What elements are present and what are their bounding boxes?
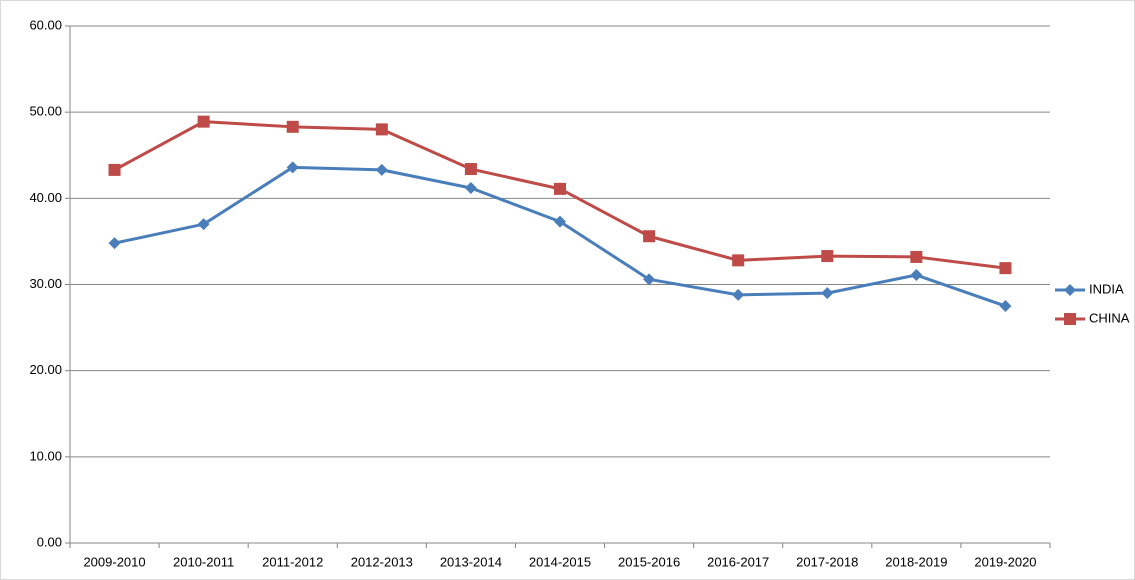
marker <box>732 288 745 301</box>
x-tick-label: 2018-2019 <box>885 554 947 569</box>
marker <box>108 163 121 176</box>
x-tick-label: 2014-2015 <box>529 554 591 569</box>
legend-label: CHINA <box>1089 310 1130 325</box>
x-tick-label: 2009-2010 <box>83 554 145 569</box>
x-tick-label: 2016-2017 <box>707 554 769 569</box>
marker <box>999 262 1012 275</box>
y-tick-label: 60.00 <box>29 17 62 32</box>
marker <box>197 218 210 231</box>
y-tick-label: 40.00 <box>29 190 62 205</box>
marker <box>821 287 834 300</box>
y-tick-label: 10.00 <box>29 448 62 463</box>
marker <box>375 163 388 176</box>
marker <box>554 182 566 195</box>
marker <box>910 269 923 282</box>
y-tick-label: 0.00 <box>37 534 62 549</box>
marker <box>999 300 1012 313</box>
legend-marker <box>1064 284 1076 296</box>
x-tick-label: 2013-2014 <box>440 554 502 569</box>
marker <box>910 250 923 263</box>
marker <box>197 115 210 128</box>
legend-marker <box>1064 313 1076 325</box>
x-tick-label: 2015-2016 <box>618 554 680 569</box>
x-tick-label: 2012-2013 <box>351 554 413 569</box>
x-tick-label: 2017-2018 <box>796 554 858 569</box>
marker <box>643 273 656 286</box>
marker <box>643 230 656 243</box>
marker <box>464 163 477 176</box>
legend-label: INDIA <box>1089 281 1124 296</box>
marker <box>464 181 477 194</box>
x-tick-label: 2011-2012 <box>262 554 323 569</box>
marker <box>732 254 745 267</box>
marker <box>821 250 834 263</box>
y-tick-label: 20.00 <box>29 362 62 377</box>
marker <box>286 120 299 133</box>
x-tick-label: 2010-2011 <box>173 554 234 569</box>
y-tick-label: 50.00 <box>29 104 62 119</box>
marker <box>286 161 299 174</box>
marker <box>375 123 388 136</box>
y-tick-label: 30.00 <box>29 276 62 291</box>
marker <box>108 237 121 250</box>
x-tick-label: 2019-2020 <box>974 554 1036 569</box>
marker <box>554 215 566 228</box>
